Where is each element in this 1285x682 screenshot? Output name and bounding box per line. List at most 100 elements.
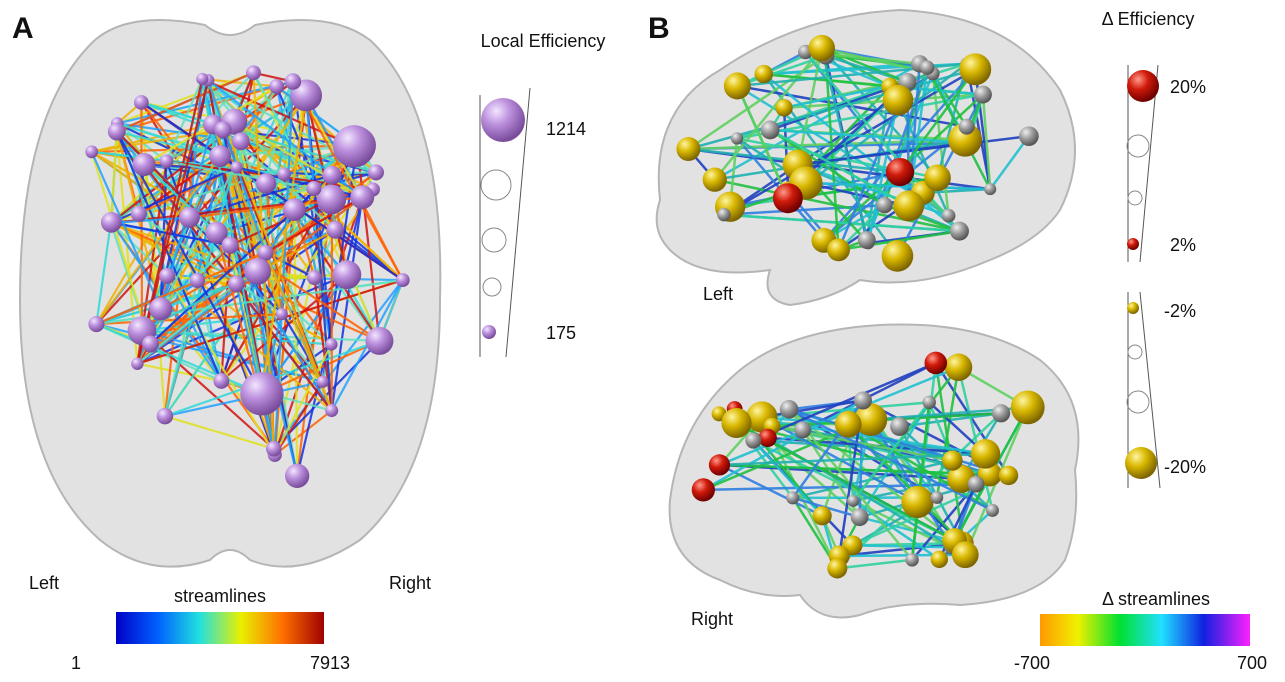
node bbox=[1019, 126, 1039, 146]
node bbox=[85, 145, 98, 158]
node bbox=[893, 191, 924, 222]
node bbox=[876, 197, 892, 213]
node bbox=[131, 358, 143, 370]
node bbox=[277, 167, 290, 180]
node bbox=[827, 239, 850, 262]
node bbox=[942, 209, 956, 223]
side-label: Right bbox=[389, 573, 431, 593]
node bbox=[968, 476, 985, 493]
node bbox=[232, 132, 250, 150]
node bbox=[882, 240, 914, 272]
node bbox=[333, 260, 362, 289]
node bbox=[724, 72, 751, 99]
node bbox=[159, 268, 175, 284]
node bbox=[160, 154, 174, 168]
node bbox=[108, 123, 126, 141]
node bbox=[323, 166, 342, 185]
legend-label: -2% bbox=[1164, 301, 1196, 321]
legend-circle bbox=[1127, 135, 1149, 157]
node bbox=[851, 508, 869, 526]
node bbox=[214, 121, 231, 138]
node bbox=[256, 173, 276, 193]
node bbox=[709, 454, 730, 475]
node bbox=[676, 137, 700, 161]
node bbox=[365, 327, 393, 355]
node bbox=[794, 421, 811, 438]
colorbar bbox=[1040, 614, 1250, 646]
node bbox=[890, 417, 909, 436]
view-label: Right bbox=[691, 609, 733, 629]
node bbox=[307, 270, 322, 285]
node bbox=[317, 376, 329, 388]
node bbox=[721, 408, 751, 438]
node bbox=[266, 441, 282, 457]
node bbox=[858, 231, 876, 249]
node bbox=[847, 495, 859, 507]
legend-sphere bbox=[481, 98, 525, 142]
node bbox=[773, 183, 803, 213]
node bbox=[984, 183, 996, 195]
node bbox=[231, 161, 243, 173]
node bbox=[901, 486, 933, 518]
node bbox=[396, 273, 410, 287]
colorbar-title: Δ streamlines bbox=[1102, 589, 1210, 609]
colorbar-title: streamlines bbox=[174, 586, 266, 606]
legend-circle bbox=[1127, 391, 1149, 413]
node bbox=[692, 478, 715, 501]
node bbox=[945, 354, 973, 382]
node bbox=[190, 273, 205, 288]
colorbar-max: 7913 bbox=[310, 653, 350, 673]
node bbox=[808, 35, 835, 62]
node bbox=[974, 86, 992, 104]
node bbox=[827, 558, 847, 578]
node bbox=[703, 168, 727, 192]
node bbox=[285, 464, 309, 488]
node bbox=[157, 408, 174, 425]
node bbox=[854, 391, 872, 409]
node bbox=[276, 308, 288, 320]
node bbox=[759, 429, 777, 447]
legend-title: Δ Efficiency bbox=[1102, 9, 1195, 29]
node bbox=[213, 373, 229, 389]
node bbox=[986, 504, 999, 517]
view-label: Left bbox=[703, 284, 733, 304]
node bbox=[959, 119, 975, 135]
legend-sphere bbox=[1125, 447, 1157, 479]
node bbox=[761, 121, 780, 140]
node bbox=[196, 73, 208, 85]
legend-circle bbox=[482, 228, 506, 252]
node bbox=[745, 433, 761, 449]
node bbox=[952, 541, 979, 568]
node bbox=[813, 506, 832, 525]
node bbox=[269, 79, 284, 94]
node bbox=[717, 208, 730, 221]
node bbox=[131, 206, 147, 222]
legend-sphere bbox=[1127, 238, 1139, 250]
panel-label: A bbox=[12, 12, 34, 45]
node bbox=[755, 65, 773, 83]
node bbox=[971, 439, 1000, 468]
legend-label: 2% bbox=[1170, 235, 1196, 255]
node bbox=[222, 237, 239, 254]
colorbar-min: 1 bbox=[71, 653, 81, 673]
node bbox=[959, 53, 991, 85]
node bbox=[775, 99, 792, 116]
node bbox=[835, 411, 862, 438]
node bbox=[905, 553, 918, 566]
node bbox=[1011, 390, 1045, 424]
node bbox=[133, 153, 156, 176]
node bbox=[731, 132, 743, 144]
colorbar bbox=[116, 612, 324, 644]
node bbox=[179, 207, 200, 228]
node bbox=[999, 466, 1018, 485]
size-legend-a bbox=[480, 88, 530, 357]
node bbox=[924, 352, 947, 375]
node bbox=[244, 258, 271, 285]
node bbox=[325, 404, 338, 417]
legend-label: 1214 bbox=[546, 119, 586, 139]
node bbox=[931, 491, 944, 504]
node bbox=[149, 297, 172, 320]
node bbox=[240, 372, 283, 415]
node bbox=[368, 164, 384, 180]
node bbox=[922, 396, 935, 409]
